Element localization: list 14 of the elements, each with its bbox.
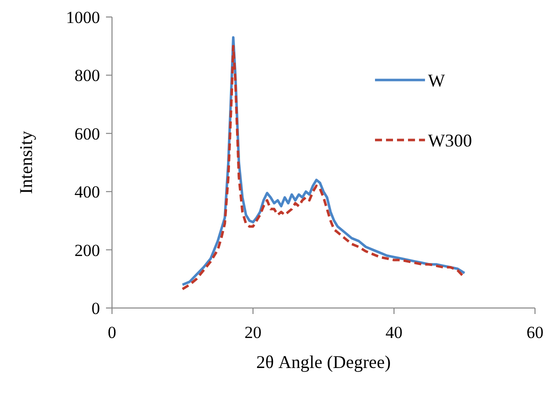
y-tick-label: 0 [92, 298, 100, 318]
x-axis-title: 2θ Angle (Degree) [256, 352, 391, 372]
y-tick-label: 600 [74, 124, 100, 144]
x-tick-label: 40 [386, 323, 402, 342]
x-tick-label: 0 [108, 323, 116, 342]
y-tick-label: 1000 [66, 8, 100, 27]
y-tick-label: 200 [74, 240, 100, 260]
y-axis-title: Intensity [16, 131, 36, 194]
legend-label: W300 [428, 130, 472, 150]
legend-label: W [428, 70, 445, 90]
y-tick-label: 800 [74, 66, 100, 86]
x-tick-label: 60 [526, 323, 544, 342]
y-tick-label: 400 [74, 182, 100, 202]
x-tick-label: 20 [244, 323, 262, 342]
